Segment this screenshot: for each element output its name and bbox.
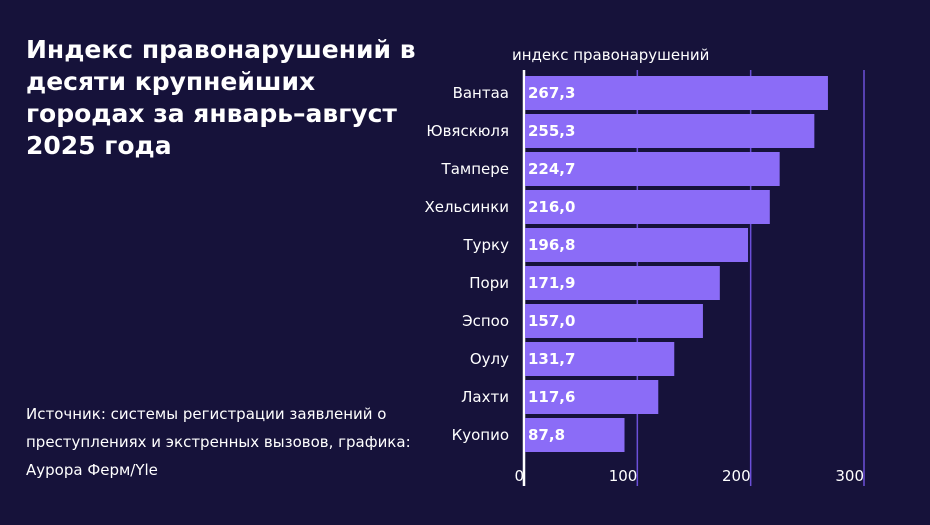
x-tick-label: 200 bbox=[722, 467, 751, 485]
value-label: 157,0 bbox=[528, 312, 575, 330]
category-label: Хельсинки bbox=[424, 198, 509, 216]
value-label: 255,3 bbox=[528, 122, 575, 140]
x-axis-label: индекс правонарушений bbox=[512, 46, 709, 64]
source-note: Источник: системы регистрации заявлений … bbox=[26, 400, 416, 484]
category-label: Вантаа bbox=[453, 84, 509, 102]
value-label: 267,3 bbox=[528, 84, 575, 102]
category-label: Ювяскюля bbox=[426, 122, 509, 140]
x-tick-label: 0 bbox=[514, 467, 524, 485]
value-label: 117,6 bbox=[528, 388, 575, 406]
category-label: Тампере bbox=[441, 160, 509, 178]
value-label: 87,8 bbox=[528, 426, 565, 444]
x-tick-label: 300 bbox=[835, 467, 864, 485]
value-label: 131,7 bbox=[528, 350, 575, 368]
x-tick-label: 100 bbox=[609, 467, 638, 485]
category-label: Оулу bbox=[470, 350, 509, 368]
category-label: Куопио bbox=[452, 426, 509, 444]
category-label: Турку bbox=[463, 236, 510, 254]
value-label: 224,7 bbox=[528, 160, 575, 178]
value-label: 171,9 bbox=[528, 274, 575, 292]
category-label: Лахти bbox=[461, 388, 509, 406]
value-label: 216,0 bbox=[528, 198, 575, 216]
category-label: Пори bbox=[469, 274, 509, 292]
value-label: 196,8 bbox=[528, 236, 575, 254]
category-label: Эспоо bbox=[462, 312, 509, 330]
